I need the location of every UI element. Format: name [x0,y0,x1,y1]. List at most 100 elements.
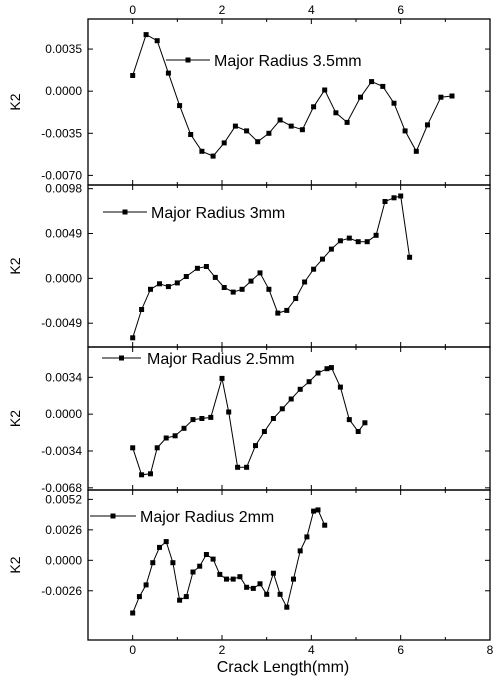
data-point [154,38,160,44]
data-point [328,246,334,252]
data-point [373,232,379,238]
data-point [337,384,343,390]
y-tick-label: -0.0026 [41,584,82,598]
data-point [181,425,187,431]
bottom-x-tick-label: 4 [308,643,315,657]
x-axis-label: Crack Length(mm) [217,659,349,676]
plot-frame [87,489,491,641]
data-point [143,582,149,588]
data-point [148,471,153,477]
data-point [232,123,238,129]
y-axis-label: K2 [7,556,23,573]
data-point [413,148,419,154]
top-x-tick-label: 6 [397,3,404,17]
y-tick-label: -0.0049 [41,316,82,330]
data-point [391,195,397,201]
data-point [230,576,236,582]
top-x-tick-label: 2 [219,3,226,17]
data-point [177,597,183,603]
bottom-x-tick-label: 0 [129,643,136,657]
data-point [407,254,413,260]
data-point [261,429,267,434]
data-point [190,569,196,575]
data-point [322,522,328,528]
data-point [346,235,352,241]
y-tick-label: 0.0098 [45,182,82,196]
y-tick-label: 0.0049 [45,227,82,241]
data-point [203,552,209,557]
data-point [253,443,258,449]
data-point [199,148,205,154]
data-point [333,110,339,116]
plot-frame [87,184,491,348]
bottom-x-tick-label: 8 [487,643,494,657]
data-point [157,281,162,287]
chart-panel-1: 0.0035 0.0000 -0.0035 -0.0070 0 2 4 6 K2 Major Ra… [7,3,491,186]
data-point [250,585,256,591]
legend-entry: Major Radius 3.5mm [214,53,362,70]
data-point [130,610,136,616]
data-point [270,416,276,421]
data-point [163,435,169,441]
data-point [275,310,281,316]
data-point [177,103,183,109]
legend-entry: Major Radius 2mm [140,509,274,526]
data-point [217,571,223,577]
top-x-tick-label: 0 [129,3,136,17]
bottom-x-tick-label: 6 [397,643,404,657]
data-point [266,130,272,136]
data-point [362,420,368,426]
data-point [315,507,321,513]
data-point [221,140,227,146]
y-tick-label: -0.0034 [41,444,82,458]
data-point [224,576,229,582]
data-point [199,416,205,421]
data-point [197,563,203,569]
data-point [369,79,375,85]
data-point [154,445,160,451]
data-point [322,87,328,93]
data-point [328,365,334,371]
data-point [148,286,153,292]
y-axis-label: K2 [7,257,23,274]
data-point [208,414,214,420]
data-point [235,464,241,470]
y-tick-label: 0.0000 [45,553,82,567]
data-point [239,286,245,292]
data-point [257,270,263,276]
data-point [306,379,312,385]
legend-marker [185,57,191,63]
data-point [299,127,305,133]
data-point [210,556,216,562]
data-point [320,256,325,262]
data-point [288,396,294,402]
chart-panel-3: 0.0034 0.0000 -0.0034 -0.0068 K2 Major Radius… [7,346,491,495]
data-point [311,508,317,514]
data-point [143,32,149,38]
data-point [398,193,404,199]
data-point [130,445,136,451]
legend-marker [110,513,116,519]
data-point [449,93,455,99]
data-point [355,239,361,245]
y-tick-label: 0.0034 [45,370,82,384]
data-point [358,94,363,100]
bottom-x-tick-label: 2 [219,643,226,657]
top-x-tick-label: 4 [308,3,315,17]
data-point [264,591,270,597]
data-point [324,366,330,372]
data-point [402,128,408,134]
data-point [165,70,171,76]
data-point [337,238,343,244]
y-tick-label: 0.0052 [45,492,82,506]
data-point [130,73,136,78]
data-point [248,278,254,284]
data-point [203,264,209,269]
legend-entry: Major Radius 3mm [151,205,285,222]
series-line [132,367,366,476]
data-point [150,560,156,566]
y-tick-label: 0.0000 [45,407,82,421]
legend-entry: Major Radius 2.5mm [147,351,295,368]
data-point [293,296,299,301]
